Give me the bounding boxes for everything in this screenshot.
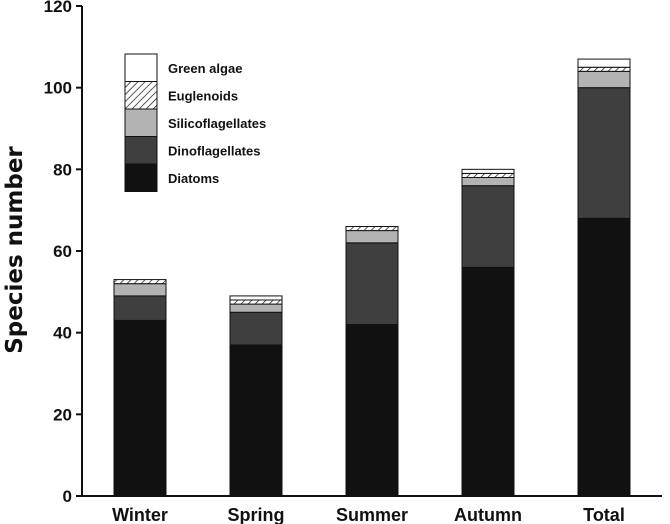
legend-swatch-dinoflagellates <box>124 136 158 165</box>
bar-segment-silicoflagellates-total <box>577 70 631 89</box>
y-tick-label: 60 <box>53 242 72 261</box>
legend-label-diatoms: Diatoms <box>168 171 219 186</box>
x-tick-label: Spring <box>228 505 285 524</box>
bar-segment-green-algae-spring <box>229 295 283 301</box>
axes: 0 20 40 60 80 100 120 <box>44 0 662 506</box>
y-axis-label: Species number <box>2 146 28 354</box>
y-tick-label: 20 <box>53 405 72 424</box>
x-tick-label: Autumn <box>454 505 522 524</box>
bar-segment-euglenoids-winter <box>113 279 167 285</box>
legend: Green algae Euglenoids Silicoflagellates Di… <box>124 53 266 192</box>
bar-segment-diatoms-spring <box>229 344 283 497</box>
legend-label-silicoflagellates: Silicoflagellates <box>168 116 266 131</box>
legend-label-green-algae: Green algae <box>168 61 242 76</box>
legend-swatch-green-algae <box>124 53 158 82</box>
bar-segment-silicoflagellates-spring <box>229 303 283 313</box>
bar-segment-dinoflagellates-winter <box>113 295 167 321</box>
bars: Winter Spring Summer Autumn Total <box>112 58 631 524</box>
legend-swatch-euglenoids <box>124 81 158 110</box>
legend-swatch-diatoms <box>124 163 158 192</box>
bar-segment-euglenoids-spring <box>229 299 283 305</box>
bar-segment-dinoflagellates-summer <box>345 242 399 325</box>
bar-segment-silicoflagellates-winter <box>113 283 167 297</box>
bar-segment-dinoflagellates-autumn <box>461 185 515 268</box>
y-tick-label: 80 <box>53 160 72 179</box>
legend-label-dinoflagellates: Dinoflagellates <box>168 143 260 158</box>
bar-segment-green-algae-autumn <box>461 168 515 174</box>
x-tick-label: Summer <box>336 505 408 524</box>
bar-segment-euglenoids-summer <box>345 226 399 232</box>
bar-segment-dinoflagellates-total <box>577 87 631 219</box>
bar-segment-silicoflagellates-autumn <box>461 177 515 187</box>
bar-segment-silicoflagellates-summer <box>345 230 399 244</box>
y-tick-label: 40 <box>53 324 72 343</box>
bar-segment-green-algae-total <box>577 58 631 68</box>
bar-segment-euglenoids-autumn <box>461 172 515 179</box>
y-tick-label: 120 <box>44 0 72 16</box>
legend-label-euglenoids: Euglenoids <box>168 88 238 103</box>
y-tick-label: 0 <box>63 487 72 506</box>
bar-segment-diatoms-total <box>577 217 631 497</box>
legend-swatch-silicoflagellates <box>124 108 158 137</box>
bar-segment-euglenoids-total <box>577 66 631 72</box>
x-tick-label: Total <box>583 505 625 524</box>
bar-segment-diatoms-summer <box>345 324 399 497</box>
bar-segment-diatoms-winter <box>113 319 167 497</box>
bar-segment-dinoflagellates-spring <box>229 311 283 346</box>
x-tick-label: Winter <box>112 505 168 524</box>
y-tick-label: 100 <box>44 79 72 98</box>
bar-segment-diatoms-autumn <box>461 266 515 497</box>
